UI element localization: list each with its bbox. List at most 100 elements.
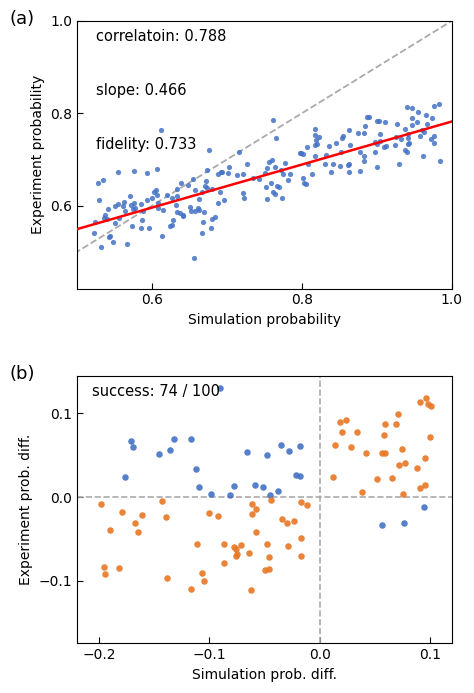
Point: [226, 490, 234, 501]
Point: [404, 132, 412, 143]
Point: [381, 447, 389, 458]
Point: [202, 175, 210, 186]
Point: [116, 213, 123, 224]
Point: [395, 409, 402, 420]
Point: [173, 183, 181, 194]
Point: [143, 194, 151, 205]
Point: [217, 186, 224, 198]
Point: [231, 480, 238, 491]
Point: [187, 202, 194, 213]
Point: [281, 157, 289, 168]
Point: [225, 168, 232, 179]
Point: [358, 486, 365, 498]
Point: [122, 472, 129, 483]
Point: [116, 562, 123, 573]
Point: [153, 164, 161, 175]
Point: [170, 434, 177, 445]
Point: [272, 188, 279, 200]
Point: [290, 516, 298, 527]
Point: [422, 393, 430, 404]
Point: [265, 156, 273, 167]
Point: [302, 179, 310, 190]
Point: [195, 482, 203, 493]
Point: [101, 209, 109, 220]
Point: [266, 489, 274, 500]
Point: [299, 173, 307, 184]
Point: [119, 200, 127, 211]
Point: [371, 137, 379, 148]
Point: [419, 151, 427, 162]
Point: [401, 123, 409, 134]
Point: [299, 149, 307, 160]
Point: [232, 543, 240, 554]
Point: [180, 210, 187, 221]
Point: [344, 159, 352, 170]
Point: [420, 127, 428, 138]
Point: [399, 489, 407, 500]
Point: [428, 112, 436, 123]
Point: [278, 439, 285, 450]
Point: [104, 204, 112, 215]
Point: [313, 138, 320, 149]
Point: [338, 132, 346, 143]
Point: [233, 549, 240, 560]
Point: [316, 132, 323, 143]
Point: [207, 223, 215, 234]
Point: [286, 169, 294, 180]
Point: [191, 253, 198, 264]
Point: [267, 177, 275, 188]
Point: [329, 159, 337, 170]
Point: [129, 203, 137, 214]
Point: [381, 430, 388, 441]
Point: [128, 221, 136, 232]
Point: [150, 186, 157, 198]
Point: [345, 124, 353, 135]
Point: [267, 495, 274, 506]
Point: [246, 547, 253, 559]
Point: [280, 169, 287, 180]
Point: [346, 158, 353, 169]
Point: [134, 527, 142, 538]
Point: [189, 173, 196, 184]
Point: [191, 184, 199, 195]
Point: [131, 203, 139, 214]
Point: [273, 132, 280, 143]
Point: [251, 480, 259, 491]
Point: [375, 116, 383, 127]
Point: [115, 167, 122, 178]
Point: [338, 426, 346, 437]
Point: [167, 445, 174, 456]
Point: [173, 207, 181, 218]
Point: [361, 121, 369, 132]
Point: [218, 166, 225, 177]
Point: [285, 541, 292, 552]
Point: [240, 193, 248, 204]
Point: [236, 146, 243, 157]
Point: [261, 168, 268, 179]
Point: [342, 414, 349, 426]
Point: [393, 119, 401, 130]
Point: [380, 141, 388, 152]
Point: [209, 183, 216, 194]
Point: [312, 135, 320, 146]
Point: [237, 540, 245, 551]
X-axis label: Simulation prob. diff.: Simulation prob. diff.: [192, 668, 337, 682]
Point: [345, 166, 353, 177]
Point: [423, 109, 430, 121]
Point: [296, 440, 304, 451]
Point: [428, 401, 435, 412]
Point: [378, 519, 385, 530]
Point: [244, 158, 251, 169]
Point: [91, 216, 99, 227]
Point: [211, 211, 219, 222]
Point: [416, 482, 424, 493]
Point: [167, 221, 174, 232]
Point: [362, 447, 370, 458]
Point: [264, 162, 271, 173]
Point: [192, 463, 200, 474]
Point: [154, 190, 161, 201]
Point: [188, 433, 195, 444]
Point: [263, 193, 270, 204]
Point: [273, 181, 281, 192]
Point: [106, 524, 114, 535]
